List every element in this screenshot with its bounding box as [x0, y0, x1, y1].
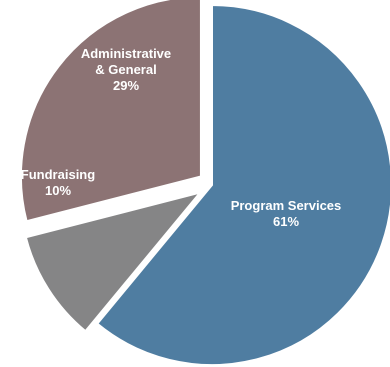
slice-category-label: Program Services [231, 198, 342, 213]
slice-category-label: Fundraising [21, 167, 95, 182]
slice-value-label: 29% [113, 78, 139, 93]
pie-slices [19, 0, 390, 366]
slice-value-label: 10% [45, 183, 71, 198]
slice-category-label: Administrative [81, 46, 171, 61]
slice-category-label: & General [95, 62, 156, 77]
pie-slice-administrative-general [19, 0, 202, 223]
pie-slice-program-services [95, 3, 390, 366]
pie-slice-fundraising [24, 190, 203, 333]
slice-value-label: 61% [273, 214, 299, 229]
